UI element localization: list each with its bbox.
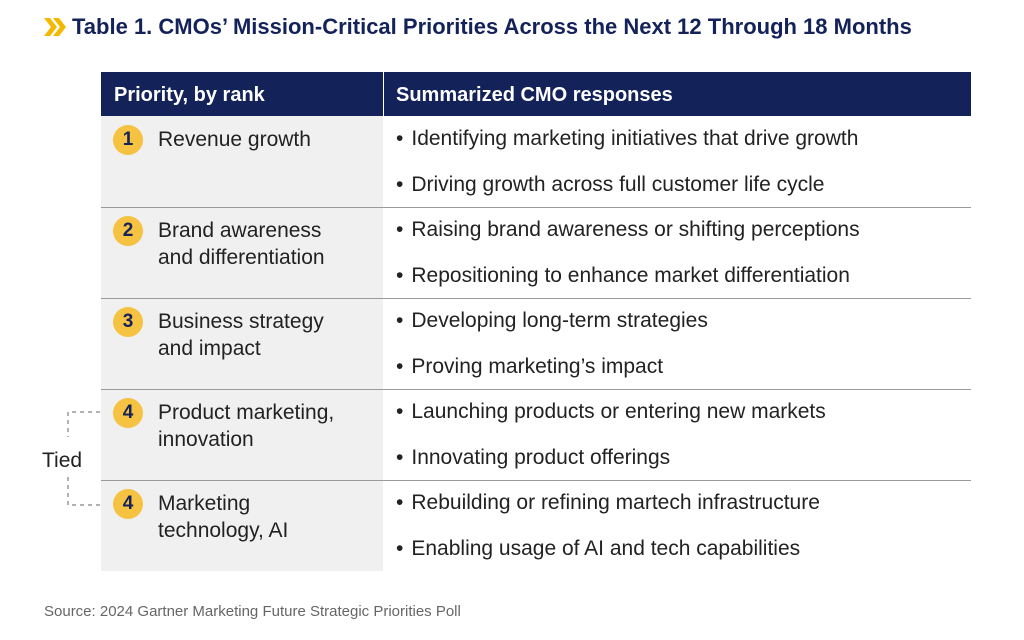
priority-text: Business strategy: [158, 310, 324, 333]
priority-cell: [101, 207, 383, 298]
priority-text: Revenue growth: [158, 128, 311, 151]
table-header: [101, 72, 971, 116]
header-separator: [383, 72, 384, 116]
rank-badge: 4: [113, 398, 143, 428]
source: Source: 2024 Gartner Marketing Future St…: [44, 603, 461, 620]
priority-text: innovation: [158, 428, 254, 451]
row-divider: [101, 389, 971, 390]
priority-text: Product marketing,: [158, 401, 335, 424]
row-divider: [101, 207, 971, 208]
row-divider: [101, 480, 971, 481]
response-text: Innovating product offerings: [396, 446, 670, 470]
response-text: Rebuilding or refining martech infrastru…: [396, 491, 820, 515]
row-divider: [101, 298, 971, 299]
title: Table 1. CMOs’ Mission-Critical Prioriti…: [72, 14, 912, 39]
tied-bracket: [67, 411, 100, 506]
rank-badge: 2: [113, 216, 143, 246]
response-text: Enabling usage of AI and tech capabiliti…: [396, 537, 800, 561]
response-text: Launching products or entering new marke…: [396, 400, 825, 424]
tied-label: Tied: [42, 449, 83, 472]
priority-text: Marketing: [158, 492, 251, 515]
response-text: Raising brand awareness or shifting perc…: [396, 218, 859, 242]
response-text: Identifying marketing initiatives that d…: [396, 127, 858, 151]
priority-text: technology, AI: [158, 519, 289, 542]
response-text: Driving growth across full customer life…: [396, 173, 824, 197]
response-text: Proving marketing’s impact: [396, 355, 663, 379]
priority-cell: [101, 298, 383, 389]
priority-cell: [101, 480, 383, 571]
priority-text: Brand awareness: [158, 219, 322, 242]
response-text: Repositioning to enhance market differen…: [396, 264, 850, 288]
priority-text: and differentiation: [158, 246, 325, 269]
rank-badge: 4: [113, 489, 143, 519]
priority-text: and impact: [158, 337, 261, 360]
priority-cell: [101, 116, 383, 207]
header-cell: Summarized CMO responses: [396, 84, 673, 106]
header-cell: Priority, by rank: [114, 84, 265, 106]
response-text: Developing long-term strategies: [396, 309, 707, 333]
priority-cell: [101, 389, 383, 480]
rank-badge: 1: [113, 125, 143, 155]
chevron-icon: [44, 18, 66, 36]
rank-badge: 3: [113, 307, 143, 337]
